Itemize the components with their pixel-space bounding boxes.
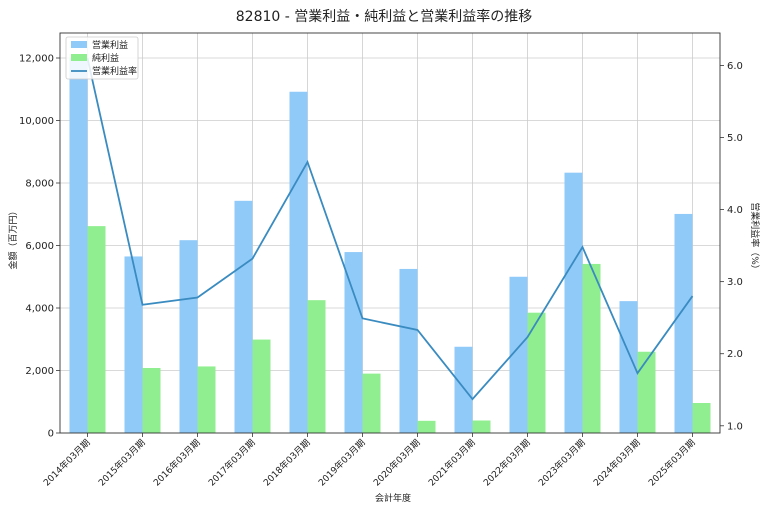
y-tick-label: 4,000 — [25, 304, 54, 315]
y2-axis-label: 営業利益率（%） — [749, 202, 761, 274]
y2-tick-label: 4.0 — [727, 205, 743, 216]
bar-operating-profit — [455, 347, 473, 433]
bar-operating-profit — [565, 173, 583, 433]
y-tick-label: 0 — [48, 429, 54, 440]
y2-tick-label: 5.0 — [727, 133, 743, 144]
legend-swatch-net-profit — [71, 54, 87, 61]
bar-net-profit — [143, 368, 161, 433]
y2-tick-label: 6.0 — [727, 61, 743, 72]
bar-net-profit — [583, 264, 601, 433]
bar-operating-profit — [70, 58, 88, 433]
bar-net-profit — [473, 421, 491, 434]
x-tick-label: 2015年03月期 — [96, 437, 148, 489]
legend-label-operating-profit: 営業利益 — [92, 39, 128, 51]
bar-operating-profit — [290, 92, 308, 433]
chart-title: 82810 - 営業利益・純利益と営業利益率の推移 — [236, 8, 533, 25]
y2-tick-label: 2.0 — [727, 349, 743, 360]
margin-line — [87, 58, 692, 399]
y-tick-label: 6,000 — [25, 241, 54, 252]
bar-operating-profit — [675, 214, 693, 433]
bar-net-profit — [363, 374, 381, 433]
bar-operating-profit — [125, 256, 143, 433]
y-tick-label: 8,000 — [25, 179, 54, 190]
x-tick-label: 2020年03月期 — [371, 437, 423, 489]
y-tick-label: 2,000 — [25, 366, 54, 377]
y2-tick-label: 1.0 — [727, 421, 743, 432]
legend-label-margin: 営業利益率 — [92, 65, 137, 77]
x-tick-label: 2019年03月期 — [316, 437, 368, 489]
x-tick-label: 2018年03月期 — [261, 437, 313, 489]
x-tick-label: 2017年03月期 — [206, 437, 258, 489]
y2-tick-label: 3.0 — [727, 277, 743, 288]
bar-net-profit — [253, 340, 271, 433]
y-tick-label: 12,000 — [19, 54, 54, 65]
x-tick-label: 2016年03月期 — [151, 437, 203, 489]
bar-operating-profit — [400, 269, 418, 433]
legend-label-net-profit: 純利益 — [92, 52, 119, 64]
bar-net-profit — [418, 421, 436, 433]
bar-net-profit — [528, 313, 546, 433]
bar-net-profit — [88, 226, 106, 433]
bar-operating-profit — [235, 201, 253, 433]
bar-operating-profit — [345, 252, 363, 433]
bar-net-profit — [308, 300, 326, 433]
y-axis-label: 金額（百万円） — [7, 206, 19, 269]
legend-swatch-operating-profit — [71, 41, 87, 48]
x-tick-label: 2025年03月期 — [646, 437, 698, 489]
bar-net-profit — [638, 352, 656, 433]
y-tick-label: 10,000 — [19, 116, 54, 127]
margin-line-path — [88, 58, 693, 399]
bar-net-profit — [693, 403, 711, 433]
x-tick-label: 2021年03月期 — [426, 437, 478, 489]
x-tick-label: 2024年03月期 — [591, 437, 643, 489]
x-axis-label: 会計年度 — [375, 492, 411, 504]
x-tick-label: 2022年03月期 — [481, 437, 533, 489]
x-tick-label: 2023年03月期 — [536, 437, 588, 489]
bar-net-profit — [198, 366, 216, 433]
bar-operating-profit — [180, 240, 198, 433]
x-tick-label: 2014年03月期 — [41, 437, 93, 489]
